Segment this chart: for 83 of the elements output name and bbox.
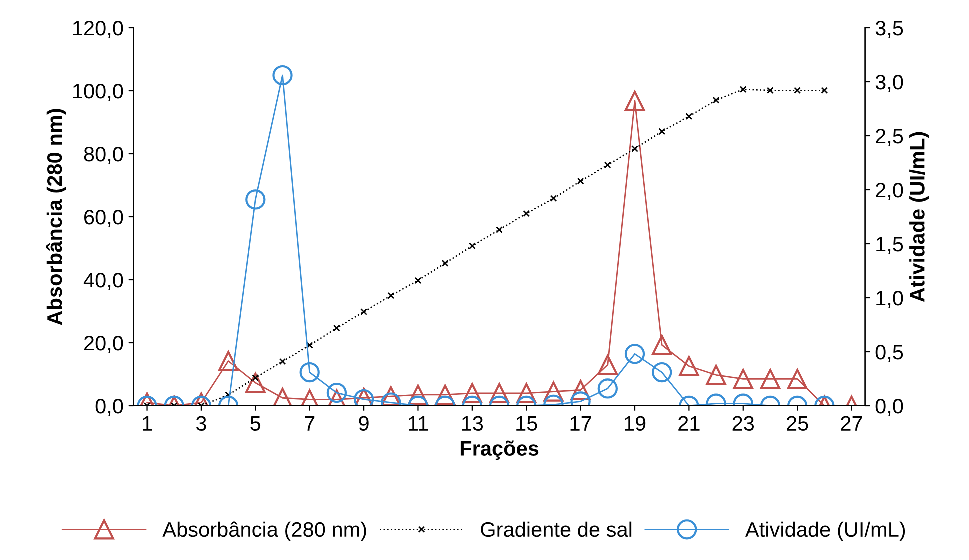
point [408,384,428,406]
point [821,87,828,94]
point [246,190,266,210]
point [652,362,672,383]
x-tick-label: 25 [787,416,808,432]
y-tick-label: 100,0 [73,84,124,102]
point [570,380,591,400]
point [462,383,482,404]
x-axis-title: Frações [460,440,539,460]
legend-label: Gradiente de sal [481,522,632,538]
point [272,65,293,86]
x-tick-label: 5 [250,416,261,432]
y2-tick-label: 0,5 [876,345,904,362]
point [360,308,368,316]
point [489,383,510,404]
x-tick-label: 9 [359,416,369,432]
y-tick-label: 40,0 [84,273,124,290]
x-tick-label: 1 [143,416,152,431]
point [733,369,754,390]
point [686,113,693,120]
point [279,358,286,366]
legend-label: Absorbância (280 nm) [162,522,366,542]
point [306,342,314,349]
point [272,388,293,406]
y2-tick-label: 1,0 [876,291,904,308]
x-tick-label: 7 [305,416,315,431]
point [652,335,672,356]
point [577,178,584,185]
legend-label: Atividade (UI/mL) [745,522,906,542]
point [333,324,340,332]
point [544,382,564,402]
y2-tick-label: 2,0 [876,183,904,200]
point [788,369,808,390]
x-tick-label: 15 [516,416,538,432]
y2-tick-label: 3,5 [876,21,904,38]
point [658,128,666,136]
point [679,356,700,376]
point [252,374,260,382]
point [740,86,747,94]
x-tick-label: 13 [462,416,484,432]
point [388,292,395,300]
x-tick-label: 21 [678,416,700,431]
y2-tick-label: 0,0 [876,399,904,416]
y-axis-title: Absorbância (280 nm) [46,109,66,326]
point [326,382,348,404]
point [414,277,422,284]
y-tick-label: 80,0 [84,147,124,164]
x-tick-label: 17 [570,416,592,431]
point [598,354,618,376]
point [632,145,638,152]
y-tick-label: 20,0 [84,336,124,354]
point [300,362,320,383]
y2-tick-label: 2,5 [876,129,904,146]
point [246,372,266,394]
point [767,87,774,94]
y-tick-label: 60,0 [84,210,124,228]
x-tick-label: 27 [841,416,862,431]
point [604,162,612,169]
x-tick-label: 11 [409,416,428,431]
point [442,260,449,267]
y-tick-label: 120,0 [73,21,124,38]
y2-axis-title: Atividade (UI/mL) [910,132,929,302]
y-tick-label: 0,0 [96,399,124,416]
point [496,226,503,234]
point [706,365,726,386]
y2-tick-label: 1,5 [876,237,904,254]
point [712,96,720,104]
point [624,91,646,112]
point [381,386,402,406]
y2-tick-label: 3,0 [876,75,904,92]
x-tick-label: 23 [732,416,754,432]
point [794,87,802,94]
point [516,383,537,404]
point [760,369,781,390]
point [468,242,476,250]
x-tick-label: 19 [625,416,646,432]
point [218,351,239,372]
point [435,384,456,406]
point [598,378,618,399]
point [550,195,558,202]
x-tick-label: 3 [196,416,206,432]
point [523,210,530,218]
point [624,344,646,364]
